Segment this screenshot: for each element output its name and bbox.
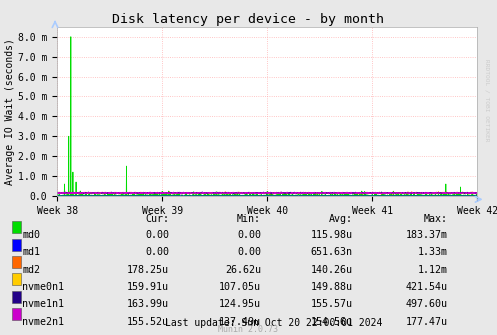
Text: md1: md1 [22, 247, 40, 257]
Text: 497.60u: 497.60u [405, 299, 447, 310]
Text: Munin 2.0.73: Munin 2.0.73 [219, 325, 278, 334]
Text: 159.91u: 159.91u [127, 282, 169, 292]
Text: Cur:: Cur: [145, 214, 169, 224]
Text: 178.25u: 178.25u [127, 265, 169, 275]
Text: nvme0n1: nvme0n1 [22, 282, 65, 292]
Text: Min:: Min: [237, 214, 261, 224]
Text: 1.12m: 1.12m [417, 265, 447, 275]
Text: 421.54u: 421.54u [405, 282, 447, 292]
Text: 155.52u: 155.52u [127, 317, 169, 327]
Text: 149.88u: 149.88u [311, 282, 353, 292]
Text: md2: md2 [22, 265, 40, 275]
Text: Last update: Sun Oct 20 22:00:01 2024: Last update: Sun Oct 20 22:00:01 2024 [165, 318, 382, 328]
Y-axis label: Average IO Wait (seconds): Average IO Wait (seconds) [5, 38, 15, 185]
Text: 140.26u: 140.26u [311, 265, 353, 275]
Text: 124.95u: 124.95u [219, 299, 261, 310]
Text: Disk latency per device - by month: Disk latency per device - by month [112, 13, 385, 26]
Text: 651.63n: 651.63n [311, 247, 353, 257]
Text: 0.00: 0.00 [145, 230, 169, 240]
Text: 0.00: 0.00 [145, 247, 169, 257]
Text: 177.47u: 177.47u [405, 317, 447, 327]
Text: nvme2n1: nvme2n1 [22, 317, 65, 327]
Text: 154.56u: 154.56u [311, 317, 353, 327]
Text: 107.05u: 107.05u [219, 282, 261, 292]
Text: 163.99u: 163.99u [127, 299, 169, 310]
Text: 1.33m: 1.33m [417, 247, 447, 257]
Text: 0.00: 0.00 [237, 247, 261, 257]
Text: Avg:: Avg: [329, 214, 353, 224]
Text: 137.49u: 137.49u [219, 317, 261, 327]
Text: Max:: Max: [423, 214, 447, 224]
Text: 183.37m: 183.37m [405, 230, 447, 240]
Text: RRDTOOL / TOBI OETIKER: RRDTOOL / TOBI OETIKER [485, 59, 490, 142]
Text: 26.62u: 26.62u [225, 265, 261, 275]
Text: 155.57u: 155.57u [311, 299, 353, 310]
Text: nvme1n1: nvme1n1 [22, 299, 65, 310]
Text: 0.00: 0.00 [237, 230, 261, 240]
Text: 115.98u: 115.98u [311, 230, 353, 240]
Text: md0: md0 [22, 230, 40, 240]
